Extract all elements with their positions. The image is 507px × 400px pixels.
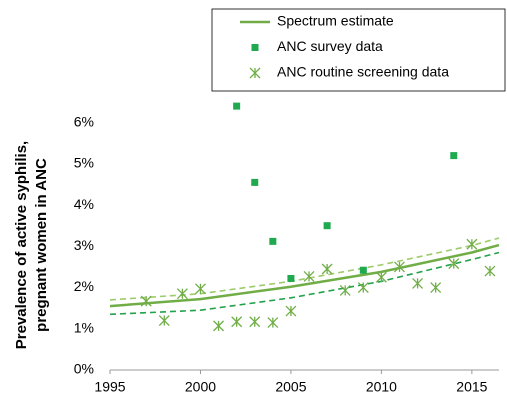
square-marker xyxy=(287,274,295,282)
lower-bound-line xyxy=(109,251,500,316)
y-tick-label: 5% xyxy=(74,155,94,171)
y-axis-label: pregnant women in ANC xyxy=(33,158,50,332)
asterisk-marker xyxy=(158,315,170,326)
x-tick-label: 2000 xyxy=(185,379,216,395)
square-marker xyxy=(233,102,241,110)
asterisk-marker xyxy=(140,295,152,307)
square-marker xyxy=(359,266,367,274)
x-tick-label: 2005 xyxy=(275,379,306,395)
y-tick-label: 6% xyxy=(74,113,94,129)
estimate-line xyxy=(109,243,500,308)
asterisk-marker xyxy=(285,305,297,317)
asterisk-marker xyxy=(375,271,387,283)
square-marker xyxy=(269,237,277,245)
y-tick-label: 1% xyxy=(74,319,94,335)
asterisk-marker xyxy=(448,258,460,270)
asterisk-marker xyxy=(231,316,243,328)
asterisk-marker xyxy=(321,263,333,275)
y-tick-label: 3% xyxy=(74,237,94,253)
square-marker xyxy=(323,222,331,230)
x-tick-label: 1995 xyxy=(94,379,125,395)
square-marker xyxy=(251,178,259,186)
legend-label: ANC routine screening data xyxy=(277,64,449,80)
asterisk-marker xyxy=(176,288,188,300)
y-axis-label: Prevalence of active syphilis, xyxy=(13,141,30,349)
upper-bound-line xyxy=(109,237,500,301)
asterisk-marker xyxy=(394,261,405,273)
x-tick-label: 2010 xyxy=(366,379,397,395)
asterisk-marker xyxy=(195,283,206,295)
asterisk-marker xyxy=(430,282,442,293)
asterisk-marker xyxy=(249,316,261,328)
asterisk-marker xyxy=(267,317,279,329)
y-tick-label: 0% xyxy=(74,361,94,377)
square-marker xyxy=(251,44,259,51)
asterisk-marker xyxy=(339,284,351,296)
y-tick-label: 2% xyxy=(74,278,94,294)
legend-label: ANC survey data xyxy=(277,38,383,54)
asterisk-marker xyxy=(357,282,369,293)
asterisk-marker xyxy=(303,270,315,282)
y-tick-label: 4% xyxy=(74,196,94,212)
asterisk-marker xyxy=(484,265,496,277)
x-tick-label: 2015 xyxy=(456,379,487,395)
asterisk-marker xyxy=(466,238,478,250)
asterisk-marker xyxy=(213,320,225,332)
square-marker xyxy=(450,152,458,160)
legend: Spectrum estimate ANC survey data ANC rout… xyxy=(240,13,449,80)
asterisk-marker xyxy=(412,277,424,289)
legend-label: Spectrum estimate xyxy=(277,13,394,29)
legend-swatch xyxy=(249,67,261,79)
